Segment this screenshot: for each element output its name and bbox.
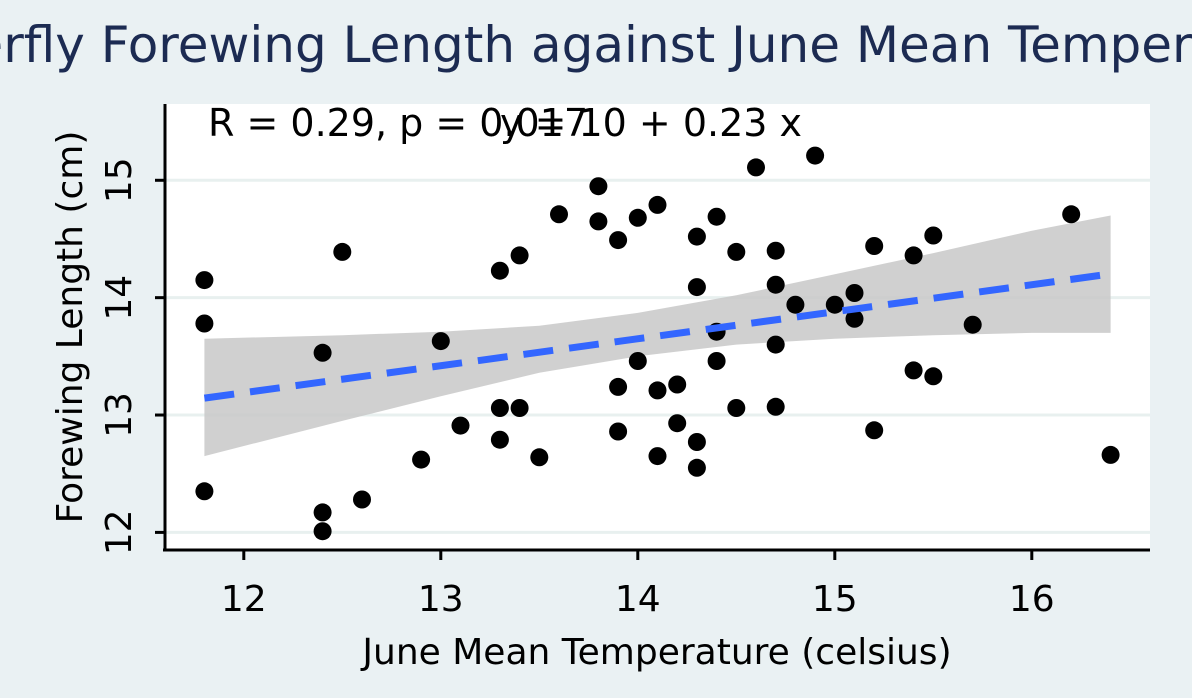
data-point-46 [806,146,825,165]
data-point-27 [648,381,667,400]
data-point-39 [727,399,746,417]
data-point-19 [589,177,608,196]
data-point-21 [609,231,628,250]
data-point-34 [687,458,706,477]
data-point-16 [510,399,529,417]
data-point-53 [904,361,923,380]
data-point-30 [668,414,687,433]
data-point-47 [825,295,844,314]
correlation-annotation: R = 0.29, p = 0.017 [208,101,588,145]
x-tick-label-16: 16 [1009,579,1055,620]
data-point-23 [609,422,628,441]
confidence-band-group [204,215,1111,457]
data-point-40 [747,158,765,177]
data-point-10 [431,332,450,351]
regression-line-group [203,270,1112,402]
data-point-57 [1062,205,1081,224]
data-point-48 [845,284,864,302]
regression-equation: y = 10 + 0.23 x [500,101,802,145]
data-point-7 [333,242,352,261]
regression-line [203,270,1112,402]
data-point-32 [687,278,706,297]
x-tick-label-14: 14 [615,579,661,620]
data-point-11 [451,416,470,435]
x-tick-label-12: 12 [221,579,267,620]
data-point-9 [412,450,431,469]
y-axis-label: Forewing Length (cm) [50,131,91,524]
data-point-58 [1101,445,1120,464]
data-point-41 [766,241,785,260]
data-point-17 [530,448,549,467]
data-points [195,146,1120,541]
data-point-5 [313,503,332,522]
x-axis-label: June Mean Temperature (celsius) [360,632,951,673]
data-point-20 [589,212,608,231]
data-point-18 [550,205,568,224]
y-tick-label-14: 14 [99,275,140,321]
data-point-52 [904,246,923,265]
data-point-37 [707,352,726,370]
data-point-55 [924,367,943,386]
data-point-22 [609,377,628,396]
x-axis-ticks: 12 13 14 15 16 [221,550,1055,620]
data-point-28 [648,447,667,466]
data-point-43 [766,335,785,354]
data-point-33 [687,433,706,451]
data-point-35 [707,207,726,226]
data-point-14 [490,430,509,449]
data-point-15 [510,246,529,265]
y-tick-label-12: 12 [99,509,140,555]
data-point-1 [195,271,214,290]
y-tick-label-13: 13 [99,392,140,438]
data-point-6 [313,522,332,541]
data-point-44 [766,397,785,416]
y-axis-ticks: 12 13 14 15 [99,157,165,555]
data-point-54 [924,226,943,245]
data-point-13 [490,399,509,417]
data-point-24 [628,208,647,227]
data-point-38 [727,242,746,261]
data-point-12 [490,261,509,280]
data-point-26 [648,195,667,214]
data-point-42 [766,275,785,294]
data-point-29 [668,375,687,394]
data-point-56 [963,315,982,334]
data-point-4 [313,343,332,362]
data-point-31 [687,227,706,246]
data-point-8 [353,490,371,509]
y-tick-label-15: 15 [99,157,140,203]
data-point-51 [865,421,884,440]
data-point-25 [628,352,647,370]
chart-title: Butterfly Forewing Length against June M… [0,16,1192,74]
data-point-3 [195,482,214,501]
confidence-band [204,215,1111,457]
data-point-45 [786,295,805,314]
data-point-50 [865,237,884,255]
x-tick-label-13: 13 [418,579,464,620]
x-tick-label-15: 15 [812,579,858,620]
data-point-2 [195,314,214,333]
data-point-49 [845,309,864,328]
